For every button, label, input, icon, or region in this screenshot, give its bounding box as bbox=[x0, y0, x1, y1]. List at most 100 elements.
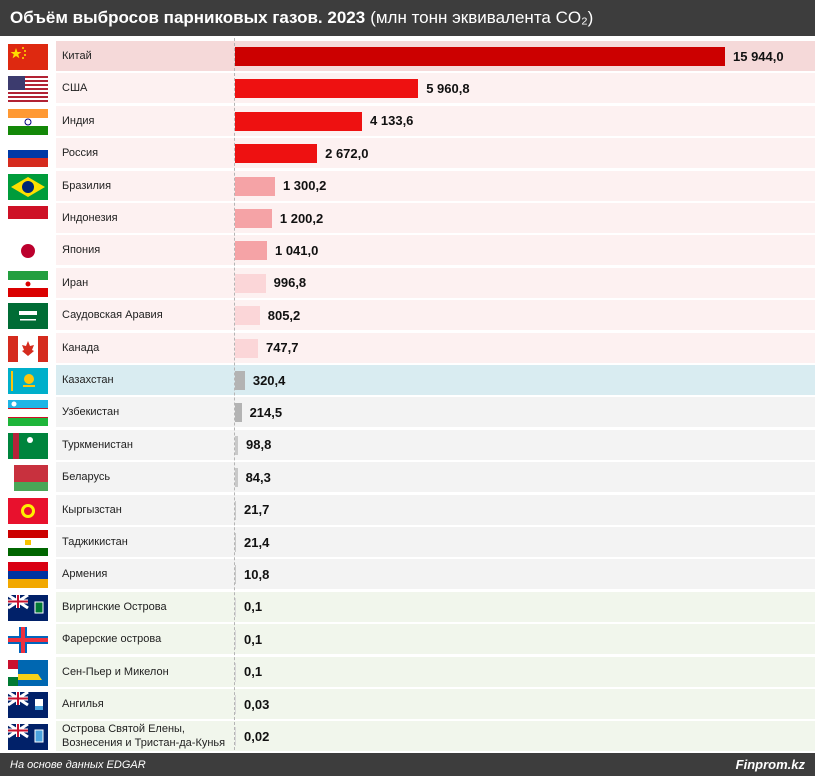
value-label: 996,8 bbox=[273, 275, 307, 291]
row-band bbox=[56, 235, 815, 266]
japan-flag bbox=[8, 238, 48, 265]
kazakhstan-flag bbox=[8, 368, 48, 394]
value-label: 98,8 bbox=[246, 437, 272, 453]
belarus-flag bbox=[8, 465, 48, 492]
value-label: 21,7 bbox=[244, 502, 270, 518]
bar bbox=[235, 727, 236, 747]
anguilla-flag bbox=[8, 692, 48, 718]
category-label: Казахстан bbox=[62, 374, 114, 386]
row-band bbox=[56, 73, 815, 104]
chart-row: Саудовская Аравия 805,2 bbox=[4, 300, 815, 331]
brand-logo: Finprom.kz bbox=[735, 757, 805, 772]
row-band bbox=[56, 591, 815, 622]
value-label: 84,3 bbox=[245, 469, 271, 485]
value-label: 1 300,2 bbox=[282, 178, 327, 194]
tajikistan-flag bbox=[8, 530, 48, 556]
category-label: Ангилья bbox=[62, 698, 104, 710]
chart-row: Виргинские Острова 0,1 bbox=[4, 591, 815, 622]
value-label: 10,8 bbox=[244, 566, 270, 582]
bar bbox=[235, 371, 245, 390]
value-label: 214,5 bbox=[249, 404, 283, 420]
bar bbox=[235, 144, 318, 164]
chart-row: Индия 4 133,6 bbox=[4, 105, 815, 136]
row-band bbox=[56, 624, 815, 655]
chart-row: Острова Святой Елены, Вознесения и Трист… bbox=[4, 721, 815, 752]
row-band bbox=[56, 689, 815, 719]
category-label: Острова Святой Елены, Вознесения и Трист… bbox=[62, 723, 226, 750]
value-label: 0,03 bbox=[244, 696, 270, 712]
chart-row: Индонезия 1 200,2 bbox=[4, 203, 815, 233]
category-label: Япония bbox=[62, 244, 101, 257]
saint-pierre-miquelon-flag bbox=[8, 659, 48, 686]
value-label: 0,1 bbox=[244, 599, 263, 615]
value-label: 0,1 bbox=[244, 631, 263, 647]
chart-row: Иран 996,8 bbox=[4, 267, 815, 298]
row-band bbox=[56, 203, 815, 233]
bar bbox=[235, 111, 363, 131]
chart-row: Сен-Пьер и Микелон 0,1 bbox=[4, 656, 815, 687]
row-band bbox=[56, 721, 815, 752]
chart-row: Фарерские острова 0,1 bbox=[4, 624, 815, 655]
category-label: Иран bbox=[62, 276, 89, 289]
row-band bbox=[56, 429, 815, 460]
chart-row: Узбекистан 214,5 bbox=[4, 397, 815, 428]
category-label: Армения bbox=[62, 568, 108, 581]
kyrgyzstan-flag bbox=[8, 497, 48, 524]
category-label: Кыргызстан bbox=[62, 503, 122, 516]
category-label: Беларусь bbox=[62, 471, 111, 484]
chart-row: Армения 10,8 bbox=[4, 559, 815, 590]
value-label: 1 041,0 bbox=[274, 242, 319, 258]
bar bbox=[235, 695, 236, 714]
row-band bbox=[56, 462, 815, 493]
row-band bbox=[56, 332, 815, 363]
row-band bbox=[56, 559, 815, 590]
value-label: 5 960,8 bbox=[426, 80, 470, 96]
chart-row: Кыргызстан 21,7 bbox=[4, 494, 815, 525]
category-label: Индия bbox=[62, 114, 95, 127]
iran-flag bbox=[8, 270, 48, 297]
chart-footer: На основе данных EDGAR Finprom.kz bbox=[0, 753, 815, 776]
row-band bbox=[56, 138, 815, 169]
bar bbox=[235, 241, 267, 261]
chart-row: Китай 15 944,0 bbox=[4, 41, 815, 71]
bar bbox=[235, 306, 260, 326]
chart-header: Объём выбросов парниковых газов. 2023 (м… bbox=[0, 0, 815, 36]
value-label: 0,1 bbox=[244, 664, 263, 680]
category-label: Туркменистан bbox=[62, 438, 133, 451]
bar bbox=[235, 338, 258, 358]
chart-row: Таджикистан 21,4 bbox=[4, 527, 815, 557]
value-label: 15 944,0 bbox=[733, 48, 784, 64]
chart-row: Беларусь 84,3 bbox=[4, 462, 815, 493]
row-band bbox=[56, 494, 815, 525]
category-label: США bbox=[62, 82, 88, 95]
category-label: Канада bbox=[62, 341, 100, 354]
bar bbox=[235, 79, 419, 99]
indonesia-flag bbox=[8, 206, 48, 232]
usa-flag bbox=[8, 76, 48, 103]
category-label: Таджикистан bbox=[62, 536, 128, 548]
bar bbox=[235, 565, 236, 585]
bar bbox=[235, 435, 239, 455]
value-label: 747,7 bbox=[265, 340, 299, 356]
value-label: 21,4 bbox=[244, 534, 270, 550]
row-band bbox=[56, 365, 815, 395]
turkmenistan-flag bbox=[8, 432, 48, 459]
bar bbox=[235, 662, 236, 682]
row-band bbox=[56, 656, 815, 687]
chart-row: Туркменистан 98,8 bbox=[4, 429, 815, 460]
russia-flag bbox=[8, 141, 48, 168]
row-band bbox=[56, 397, 815, 428]
chart-unit: (млн тонн эквивалента CO₂) bbox=[370, 8, 594, 27]
bar bbox=[235, 47, 725, 66]
chart-row: Канада 747,7 bbox=[4, 332, 815, 363]
bar bbox=[235, 500, 236, 520]
chart-row: Россия 2 672,0 bbox=[4, 138, 815, 169]
bar bbox=[235, 630, 236, 650]
bar bbox=[235, 176, 275, 196]
category-label: Китай bbox=[62, 50, 92, 62]
chart-row: США 5 960,8 bbox=[4, 73, 815, 104]
category-label: Виргинские Острова bbox=[62, 600, 167, 613]
row-band bbox=[56, 300, 815, 331]
chart-row: Бразилия 1 300,2 bbox=[4, 170, 815, 201]
faroe-islands-flag bbox=[8, 627, 48, 654]
